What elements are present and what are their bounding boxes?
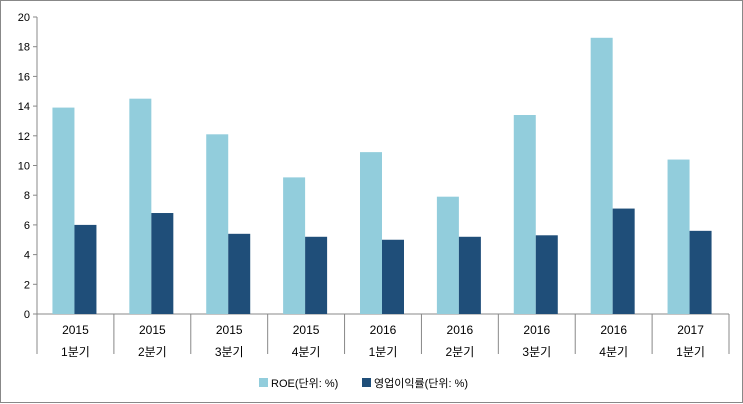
y-tick-label: 20 (18, 12, 30, 24)
legend-swatch (259, 378, 268, 387)
bar-roe (590, 37, 613, 314)
x-tick-label-year: 2016 (523, 323, 550, 337)
y-tick-label: 0 (24, 309, 30, 321)
legend-swatch (362, 378, 371, 387)
y-tick-label: 10 (18, 161, 30, 173)
bar-operating-margin (228, 233, 251, 314)
y-tick-label: 4 (24, 250, 30, 262)
x-tick-label-quarter: 2분기 (138, 345, 167, 359)
x-tick-label-quarter: 4분기 (599, 345, 628, 359)
bar-roe (436, 196, 459, 314)
bar-operating-margin (151, 213, 174, 314)
y-tick-label: 14 (18, 101, 30, 113)
x-tick-label-quarter: 2분기 (446, 345, 475, 359)
x-tick-label-year: 2017 (677, 323, 704, 337)
x-tick-label-quarter: 1분기 (676, 345, 705, 359)
y-tick-label: 18 (18, 42, 30, 54)
x-tick-label-year: 2015 (62, 323, 89, 337)
bar-roe (283, 177, 306, 314)
bar-operating-margin (458, 236, 481, 314)
x-tick-label-year: 2016 (600, 323, 627, 337)
x-tick-label-quarter: 1분기 (61, 345, 90, 359)
bar-roe (206, 134, 229, 314)
legend-label: ROE(단위: %) (271, 377, 338, 390)
y-tick-label: 2 (24, 279, 30, 291)
bar-operating-margin (689, 230, 712, 314)
bar-roe (513, 115, 536, 314)
x-tick-label-year: 2015 (293, 323, 320, 337)
x-tick-label-year: 2016 (447, 323, 474, 337)
y-tick-label: 12 (18, 131, 30, 143)
x-tick-label-quarter: 4분기 (292, 345, 321, 359)
bar-roe (667, 159, 690, 314)
bar-roe (129, 98, 152, 314)
y-tick-label: 6 (24, 220, 30, 232)
bar-operating-margin (535, 235, 558, 314)
legend-label: 영업이익률(단위: %) (374, 377, 468, 390)
x-tick-label-quarter: 1분기 (369, 345, 398, 359)
x-tick-label-quarter: 3분기 (522, 345, 551, 359)
y-tick-label: 8 (24, 190, 30, 202)
x-tick-label-year: 2016 (370, 323, 397, 337)
x-tick-label-year: 2015 (216, 323, 243, 337)
bar-operating-margin (382, 239, 404, 314)
x-tick-label-quarter: 3분기 (215, 345, 244, 359)
bar-operating-margin (305, 236, 328, 314)
y-tick-label: 16 (18, 71, 30, 83)
bar-operating-margin (74, 224, 97, 314)
x-tick-label-year: 2015 (139, 323, 166, 337)
bar-roe (52, 107, 75, 315)
bar-roe (360, 152, 382, 314)
bar-operating-margin (612, 208, 635, 314)
